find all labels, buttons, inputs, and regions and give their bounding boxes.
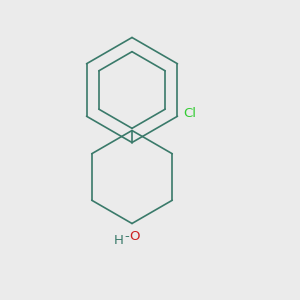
Text: H: H [114,233,123,247]
Text: -: - [124,230,129,244]
Text: O: O [130,230,140,244]
Text: Cl: Cl [183,107,196,120]
